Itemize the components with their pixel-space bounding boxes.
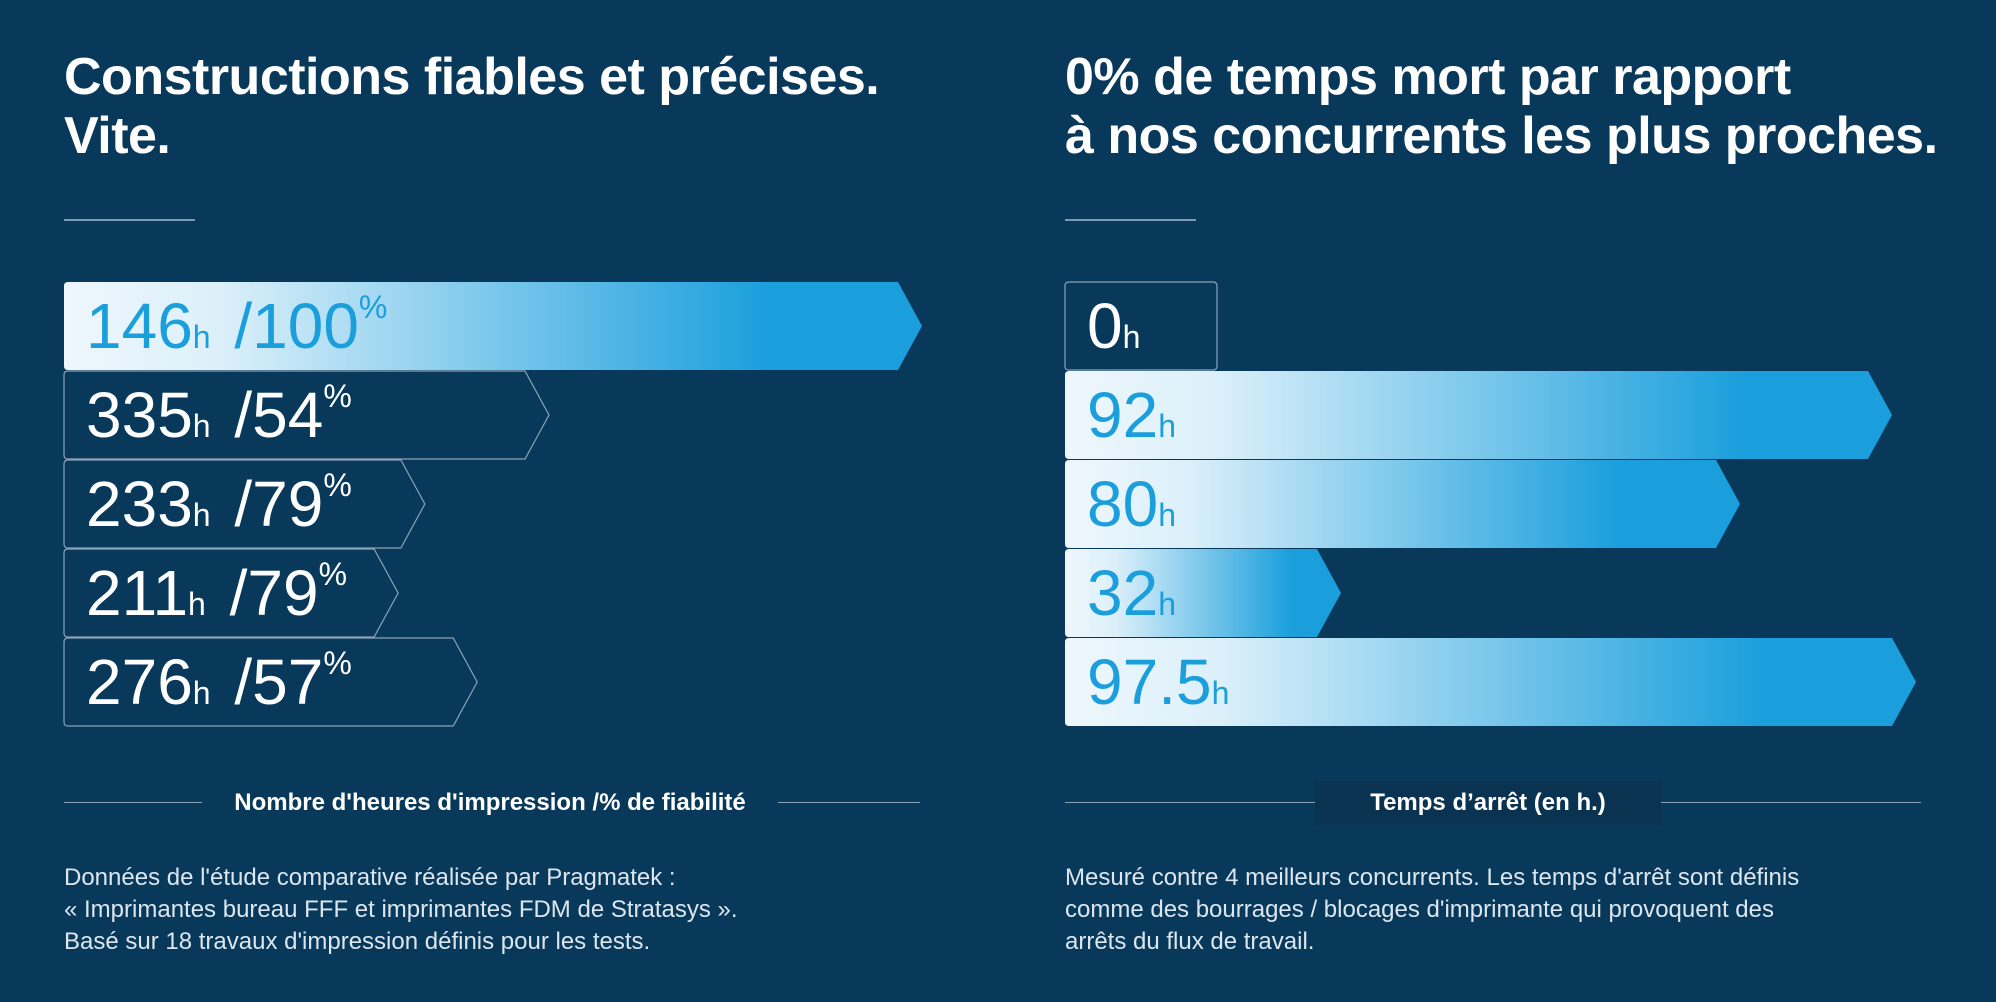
axis-caption-label: Nombre d'heures d'impression /% de fiabi… [202, 781, 778, 825]
note-line: Mesuré contre 4 meilleurs concurrents. L… [1065, 864, 1800, 891]
bar-row: 335h /54% [63, 370, 550, 460]
source-note: Mesuré contre 4 meilleurs concurrents. L… [1065, 862, 1799, 958]
title-line: Constructions fiables et précises. [64, 48, 880, 106]
bar [1065, 371, 1892, 459]
bar-row: 211h /79% [63, 548, 399, 638]
bar [1065, 638, 1916, 726]
title-line: 0% de temps mort par rapport [1065, 48, 1791, 106]
bar [1065, 460, 1740, 548]
title-divider [1065, 219, 1196, 221]
bar-value-label: 335h /54% [86, 378, 352, 451]
downtime-chart: 0h 92h 80h 32h 97.5h [1064, 281, 1916, 726]
print-hours-chart: 146h /100% 335h /54% 233h /79% 211h /79% 276… [63, 282, 922, 727]
note-line: arrêts du flux de travail. [1065, 928, 1315, 955]
bar-value-label: 233h /79% [86, 467, 352, 540]
note-line: comme des bourrages / blocages d'imprima… [1065, 896, 1774, 923]
bar [64, 282, 922, 370]
bar [1064, 281, 1218, 371]
bar-value-label: 276h /57% [86, 645, 352, 718]
bar [63, 370, 550, 460]
bar-row: 80h [1065, 460, 1740, 548]
downtime-title: 0% de temps mort par rapport à nos concu… [1065, 48, 1938, 166]
title-line: à nos concurrents les plus proches. [1065, 107, 1938, 165]
bar-value-label: 0h [1087, 290, 1140, 362]
bar-value-label: 146h /100% [86, 289, 387, 362]
bar-value-label: 32h [1087, 557, 1176, 629]
bar-value-label: 211h /79% [86, 556, 347, 629]
source-note: Données de l'étude comparative réalisée … [64, 862, 738, 958]
bar-row: 146h /100% [64, 282, 922, 370]
bar-value-label: 92h [1087, 379, 1176, 451]
title-divider [64, 219, 195, 221]
bar-row: 92h [1065, 371, 1892, 459]
downtime-panel: 0% de temps mort par rapport à nos concu… [1064, 0, 1965, 1002]
bar-row: 97.5h [1065, 638, 1916, 726]
note-line: Basé sur 18 travaux d'impression définis… [64, 928, 651, 955]
bar-row: 32h [1065, 549, 1341, 637]
bar-row: 276h /57% [63, 637, 478, 727]
bar [63, 548, 399, 638]
axis-caption-label: Temps d’arrêt (en h.) [1315, 781, 1661, 825]
bar-row: 233h /79% [63, 459, 426, 549]
bar [63, 637, 478, 727]
title-line: Vite. [64, 107, 171, 165]
bar-value-label: 97.5h [1087, 646, 1229, 718]
note-line: « Imprimantes bureau FFF et imprimantes … [64, 896, 738, 923]
bar [63, 459, 426, 549]
bar [1065, 549, 1341, 637]
reliability-title: Constructions fiables et précises. Vite. [64, 48, 880, 166]
bar-value-label: 80h [1087, 468, 1176, 540]
downtime-axis-caption: Temps d’arrêt (en h.) [1065, 779, 1921, 829]
note-line: Données de l'étude comparative réalisée … [64, 864, 676, 891]
reliability-panel: Constructions fiables et précises. Vite.… [63, 0, 964, 1002]
bar-row: 0h [1064, 281, 1218, 371]
print-hours-axis-caption: Nombre d'heures d'impression /% de fiabi… [64, 779, 920, 829]
